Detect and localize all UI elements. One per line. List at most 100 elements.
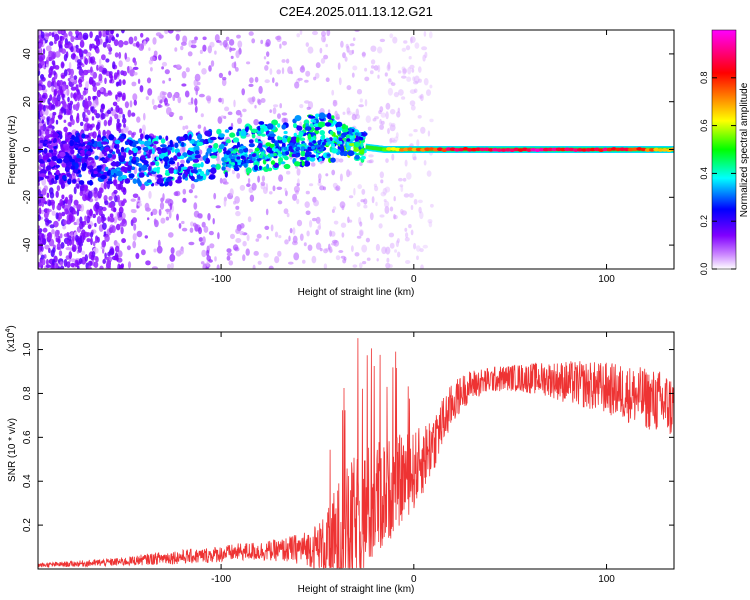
band-blob bbox=[48, 149, 54, 153]
noise-speck bbox=[68, 214, 74, 222]
noise-speck bbox=[84, 215, 88, 222]
band-blob bbox=[327, 153, 331, 157]
noise-speck bbox=[110, 30, 114, 35]
band-blob bbox=[318, 121, 325, 128]
noise-speck bbox=[393, 215, 398, 220]
noise-speck bbox=[38, 50, 41, 57]
noise-speck bbox=[318, 173, 322, 181]
noise-speck bbox=[176, 162, 180, 168]
band-blob bbox=[70, 148, 75, 155]
noise-speck bbox=[122, 117, 127, 124]
y-tick-label: 0.2 bbox=[22, 518, 33, 532]
x-tick-label: -100 bbox=[211, 574, 231, 585]
noise-speck bbox=[41, 258, 46, 266]
noise-speck bbox=[305, 42, 309, 47]
band-blob bbox=[315, 153, 319, 158]
noise-speck bbox=[224, 106, 230, 112]
noise-speck bbox=[312, 217, 317, 222]
band-blob bbox=[131, 166, 136, 170]
noise-speck bbox=[342, 52, 346, 59]
noise-speck bbox=[97, 121, 101, 130]
noise-speck bbox=[169, 253, 176, 262]
band-blob bbox=[225, 139, 231, 144]
band-blob bbox=[158, 135, 162, 140]
noise-speck bbox=[351, 113, 357, 121]
band-blob bbox=[305, 123, 309, 128]
noise-speck bbox=[334, 110, 338, 118]
noise-speck bbox=[41, 94, 46, 99]
noise-speck bbox=[141, 249, 146, 256]
noise-speck bbox=[174, 47, 178, 52]
noise-speck bbox=[117, 250, 123, 258]
noise-speck bbox=[317, 181, 322, 187]
noise-speck bbox=[62, 101, 67, 109]
band-blob bbox=[104, 146, 110, 152]
noise-speck bbox=[214, 50, 217, 55]
noise-speck bbox=[105, 30, 110, 36]
noise-speck bbox=[94, 222, 97, 228]
noise-speck bbox=[42, 48, 46, 55]
noise-speck bbox=[47, 231, 53, 240]
noise-speck bbox=[104, 252, 107, 258]
band-blob bbox=[138, 172, 145, 178]
noise-speck bbox=[63, 69, 68, 77]
band-blob bbox=[331, 143, 335, 147]
band-blob bbox=[304, 126, 312, 131]
band-blob bbox=[164, 161, 168, 167]
noise-speck bbox=[53, 33, 60, 42]
noise-speck bbox=[48, 67, 53, 76]
noise-speck bbox=[38, 43, 43, 47]
noise-speck bbox=[103, 119, 108, 127]
noise-speck bbox=[217, 232, 220, 240]
noise-speck bbox=[65, 255, 70, 260]
band-blob bbox=[334, 138, 339, 143]
noise-speck bbox=[235, 228, 241, 235]
noise-speck bbox=[293, 252, 300, 261]
noise-speck bbox=[398, 177, 403, 182]
noise-speck bbox=[422, 54, 426, 62]
band-blob bbox=[89, 179, 93, 186]
noise-speck bbox=[379, 124, 384, 130]
noise-speck bbox=[194, 195, 198, 199]
band-blob bbox=[38, 171, 41, 177]
noise-speck bbox=[106, 43, 111, 50]
noise-speck bbox=[96, 89, 101, 98]
band-blob bbox=[111, 151, 116, 155]
band-blob bbox=[339, 146, 345, 153]
band-blob bbox=[348, 127, 353, 134]
noise-speck bbox=[176, 64, 181, 69]
noise-speck bbox=[87, 109, 91, 116]
band-blob bbox=[197, 133, 203, 140]
noise-speck bbox=[119, 206, 124, 212]
noise-speck bbox=[110, 247, 115, 255]
noise-speck bbox=[221, 78, 227, 87]
noise-speck bbox=[292, 193, 298, 201]
noise-speck bbox=[60, 242, 65, 249]
noise-speck bbox=[87, 95, 91, 101]
noise-speck bbox=[405, 260, 411, 264]
band-blob bbox=[240, 155, 245, 159]
noise-speck bbox=[235, 205, 240, 210]
noise-speck bbox=[208, 230, 214, 236]
figure-title: C2E4.2025.011.13.12.G21 bbox=[279, 4, 433, 19]
noise-speck bbox=[278, 174, 284, 182]
noise-speck bbox=[147, 88, 153, 96]
band-blob bbox=[76, 153, 80, 159]
noise-speck bbox=[356, 88, 363, 95]
noise-speck bbox=[218, 72, 223, 78]
noise-speck bbox=[63, 33, 68, 38]
noise-speck bbox=[392, 36, 398, 44]
noise-speck bbox=[182, 35, 188, 44]
band-blob bbox=[44, 175, 50, 179]
ridge-point bbox=[466, 148, 473, 152]
band-blob bbox=[269, 150, 274, 154]
noise-speck bbox=[200, 261, 205, 265]
noise-speck bbox=[117, 92, 123, 98]
noise-speck bbox=[122, 127, 129, 133]
noise-speck bbox=[120, 226, 124, 235]
noise-speck bbox=[63, 219, 68, 226]
noise-speck bbox=[92, 103, 96, 107]
x-tick-label: 0 bbox=[411, 274, 417, 285]
noise-speck bbox=[122, 92, 126, 100]
